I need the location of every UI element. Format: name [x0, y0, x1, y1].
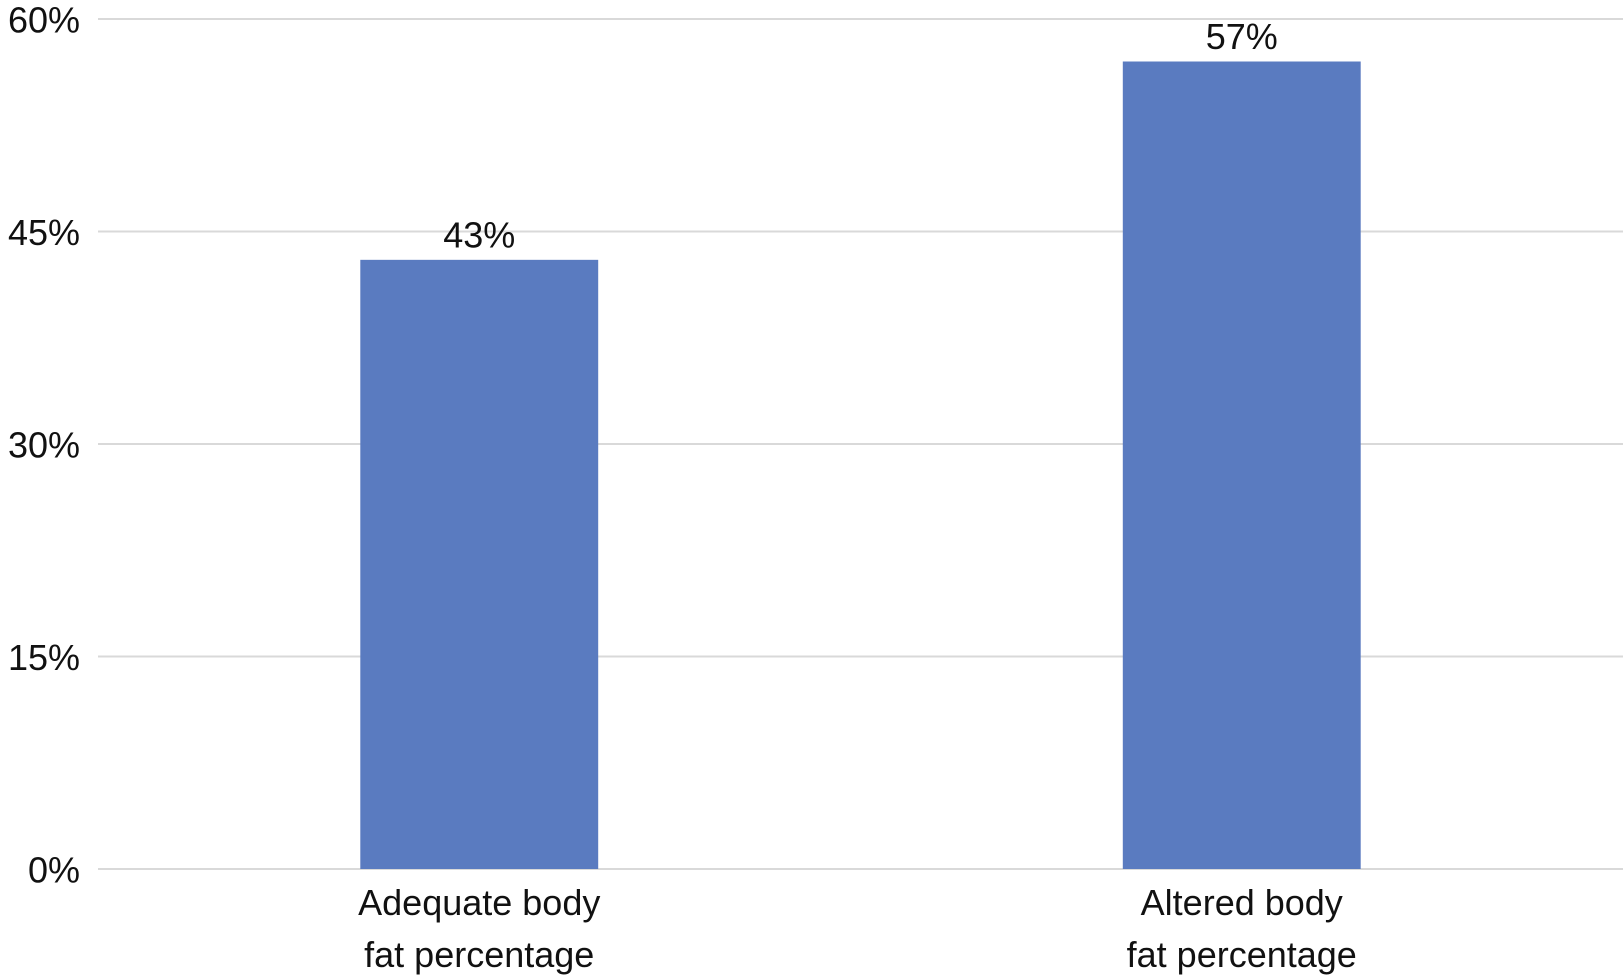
- x-tick-label: Altered body fat percentage: [1126, 882, 1357, 975]
- bar: [1122, 61, 1361, 869]
- y-tick-label: 45%: [8, 212, 80, 253]
- y-tick-label: 0%: [28, 850, 80, 891]
- y-tick-label: 60%: [8, 0, 80, 41]
- x-tick-label: Adequate body fat percentage: [358, 882, 601, 975]
- value-label: 57%: [1206, 16, 1278, 57]
- y-tick-label: 15%: [8, 637, 80, 678]
- bar: [360, 259, 599, 869]
- value-label: 43%: [443, 214, 515, 255]
- y-tick-label: 30%: [8, 425, 80, 466]
